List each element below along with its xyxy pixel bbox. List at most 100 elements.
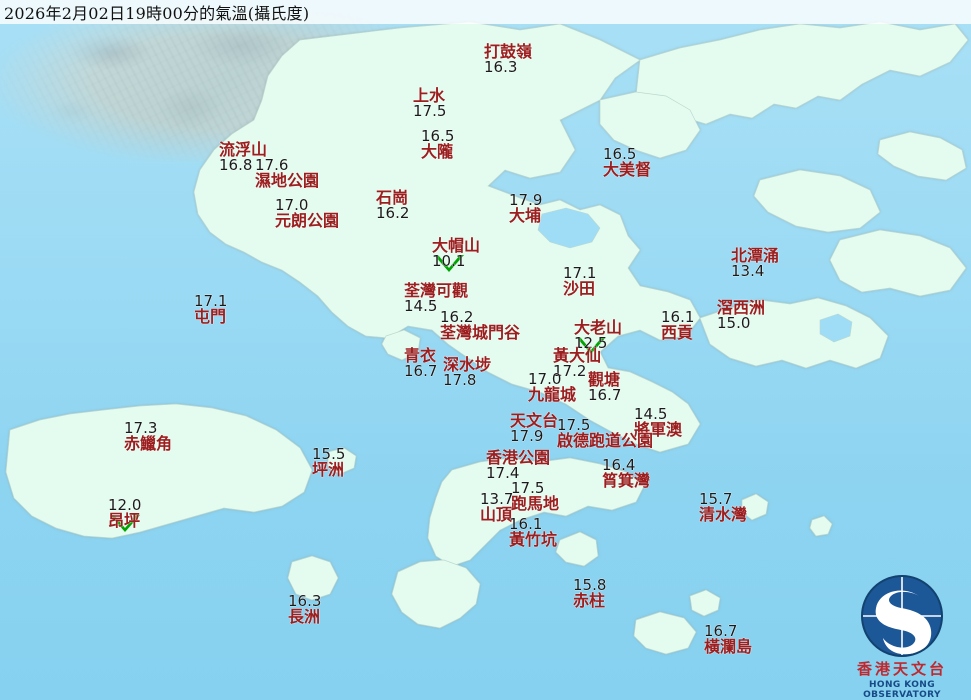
- station-temperature: 12.0: [108, 496, 142, 514]
- station-temperature: 17.5: [511, 479, 545, 497]
- station-label: 17.9 大埔: [509, 193, 542, 224]
- station-name: 濕地公園: [255, 171, 320, 190]
- station-name: 大埔: [509, 206, 542, 225]
- station-label: 16.5 大隴: [421, 129, 454, 160]
- station-temperature: 16.4: [602, 456, 636, 474]
- station-name: 大老山: [574, 318, 623, 337]
- station-temperature: 17.2: [553, 362, 587, 380]
- station-temperature: 13.7: [480, 490, 514, 508]
- station-label: 流浮山 16.8: [219, 142, 267, 173]
- station-name: 赤鱲角: [124, 434, 173, 453]
- station-name: 大隴: [421, 142, 454, 161]
- station-name: 西貢: [661, 323, 694, 342]
- station-label: 17.0 元朗公園: [275, 198, 339, 229]
- station-label: 石崗 16.2: [376, 190, 409, 221]
- station-label: 14.5 將軍澳: [634, 407, 682, 438]
- station-name: 九龍城: [528, 385, 577, 404]
- station-label: 16.1 黃竹坑: [509, 517, 557, 548]
- station-temperature: 16.1: [661, 308, 695, 326]
- station-temperature: 17.1: [563, 264, 597, 282]
- station-temperature: 17.4: [486, 464, 520, 482]
- station-label: 12.0 昂坪: [108, 498, 141, 529]
- station-label: 17.5 啟德跑道公園: [557, 418, 653, 449]
- station-label: 深水埗 17.8: [443, 357, 491, 388]
- station-name: 筲箕灣: [602, 471, 651, 490]
- station-temperature: 14.5: [634, 405, 668, 423]
- station-label: 17.6 濕地公園: [255, 158, 319, 189]
- station-temperature: 17.9: [509, 191, 543, 209]
- station-name: 山頂: [480, 505, 513, 524]
- station-name: 屯門: [194, 307, 227, 326]
- station-label: 15.8 赤柱: [573, 578, 606, 609]
- station-temperature: 16.3: [484, 58, 518, 76]
- station-name: 深水埗: [443, 355, 492, 374]
- station-name: 赤柱: [573, 591, 606, 610]
- station-name: 沙田: [563, 279, 596, 298]
- station-temperature: 17.6: [255, 156, 289, 174]
- station-label: 16.4 筲箕灣: [602, 458, 650, 489]
- station-label: 17.5 跑馬地: [511, 481, 559, 512]
- station-label: 16.3 長洲: [288, 594, 321, 625]
- station-name: 將軍澳: [634, 420, 683, 439]
- station-temperature: 16.5: [421, 127, 455, 145]
- station-temperature: 14.5: [404, 297, 438, 315]
- station-temperature: 12.5: [574, 334, 608, 352]
- station-label: 16.7 橫瀾島: [704, 624, 752, 655]
- station-name: 打鼓嶺: [484, 42, 533, 61]
- station-label: 16.5 大美督: [603, 147, 651, 178]
- station-name: 天文台: [510, 411, 559, 430]
- station-label: 16.2 荃灣城門谷: [440, 310, 520, 341]
- station-label: 15.5 坪洲: [312, 447, 345, 478]
- station-name: 昂坪: [108, 511, 141, 530]
- station-name: 大帽山: [432, 236, 481, 255]
- station-temperature: 10.1: [432, 252, 466, 270]
- station-temperature: 15.8: [573, 576, 607, 594]
- station-temperature: 16.2: [440, 308, 474, 326]
- station-temperature: 17.8: [443, 371, 477, 389]
- station-name: 啟德跑道公園: [557, 431, 654, 450]
- station-name: 荃灣城門谷: [440, 323, 521, 342]
- hko-logo-name-en: HONG KONG OBSERVATORY: [863, 679, 941, 700]
- station-temperature: 15.7: [699, 490, 733, 508]
- station-label: 打鼓嶺 16.3: [484, 44, 532, 75]
- station-name: 石崗: [376, 188, 409, 207]
- station-temperature: 16.7: [588, 386, 622, 404]
- station-temperature: 17.0: [275, 196, 309, 214]
- station-name: 元朗公園: [275, 211, 340, 230]
- station-name: 橫瀾島: [704, 637, 753, 656]
- station-name: 跑馬地: [511, 494, 560, 513]
- station-temperature: 17.1: [194, 292, 228, 310]
- station-label: 大老山 12.5: [574, 320, 622, 351]
- station-label: 17.3 赤鱲角: [124, 421, 172, 452]
- station-label: 上水 17.5: [413, 88, 446, 119]
- cold-station-marker: [110, 515, 140, 532]
- station-label: 香港公園 17.4: [486, 450, 550, 481]
- hko-logo: 香港天文台 HONG KONG OBSERVATORY: [839, 572, 965, 700]
- cold-station-marker: [576, 337, 606, 354]
- station-label: 17.0 九龍城: [528, 372, 576, 403]
- station-name: 大美督: [603, 160, 652, 179]
- station-name: 坪洲: [312, 460, 345, 479]
- station-temperature: 17.3: [124, 419, 158, 437]
- station-temperature: 17.9: [510, 427, 544, 445]
- station-name: 觀塘: [588, 370, 621, 389]
- station-temperature: 16.3: [288, 592, 322, 610]
- hko-logo-name-cn: 香港天文台: [856, 660, 947, 678]
- station-name: 荃灣可觀: [404, 281, 469, 300]
- station-temperature: 17.0: [528, 370, 562, 388]
- station-label: 15.7 清水灣: [699, 492, 747, 523]
- station-name: 清水灣: [699, 505, 748, 524]
- hko-logo-mark: [861, 575, 943, 657]
- station-name: 滘西洲: [717, 298, 766, 317]
- station-name: 黃大仙: [553, 346, 602, 365]
- station-label: 17.1 屯門: [194, 294, 227, 325]
- station-label: 天文台 17.9: [510, 413, 558, 444]
- station-temperature: 17.5: [557, 416, 591, 434]
- station-label: 黃大仙 17.2: [553, 348, 601, 379]
- station-label: 大帽山 10.1: [432, 238, 480, 269]
- station-temperature: 16.8: [219, 156, 253, 174]
- station-temperature: 16.7: [404, 362, 438, 380]
- station-label: 滘西洲 15.0: [717, 300, 765, 331]
